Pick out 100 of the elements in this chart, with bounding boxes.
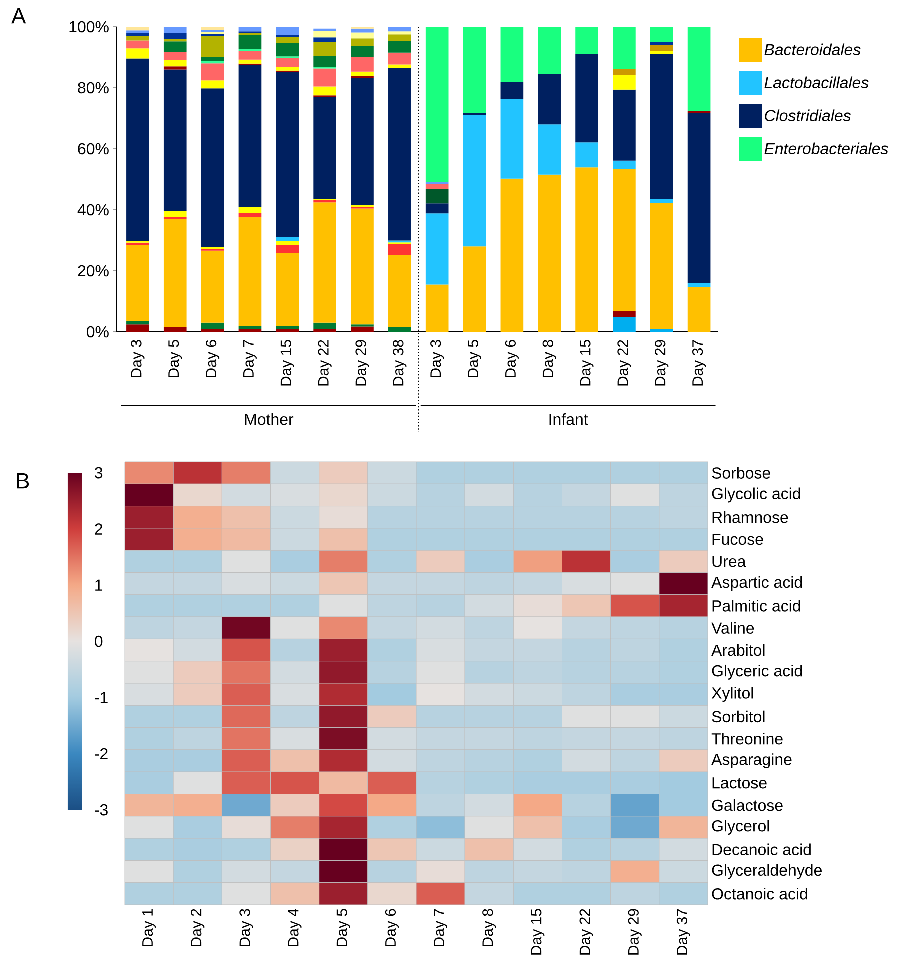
bar: [238, 217, 262, 327]
x-tick-label: Day 22: [618, 340, 632, 386]
y-tick-label: Palmitic acid: [712, 600, 800, 612]
x-tick-label: Day 5: [168, 340, 182, 378]
bar: [351, 28, 374, 33]
bar: [164, 66, 187, 70]
y-tick-label: 80%: [78, 82, 109, 94]
y-tick-label: 60%: [78, 143, 109, 155]
bar: [576, 142, 598, 168]
bar: [388, 244, 412, 256]
y-tick-label: 40%: [78, 204, 109, 216]
bar: [314, 86, 336, 96]
x-tick-label: Day 7: [434, 909, 448, 946]
bar: [201, 61, 224, 64]
bar: [463, 115, 486, 247]
bar: [314, 68, 336, 87]
y-tick-label: Aspartic acid: [712, 576, 802, 592]
bar: [276, 237, 300, 242]
bar: [351, 208, 374, 325]
legend-label: Lactobacillales: [764, 76, 869, 89]
y-tick-label: Decanoic acid: [712, 844, 811, 856]
bar: [388, 64, 412, 68]
bar: [613, 69, 636, 76]
bar: [238, 60, 262, 64]
y-tick-label: Sorbitol: [712, 710, 765, 723]
bar: [238, 65, 262, 208]
color-bar-label: 0: [95, 636, 103, 648]
bar: [576, 26, 598, 54]
bar: [164, 26, 187, 34]
bar: [126, 324, 150, 332]
bar: [276, 72, 300, 238]
bar: [351, 32, 374, 39]
bar: [201, 250, 224, 323]
y-tick-label: Glyceric acid: [712, 664, 802, 680]
bar: [650, 202, 674, 330]
bar: [650, 51, 674, 54]
bar: [351, 78, 374, 206]
color-bar-label: -2: [95, 748, 108, 760]
bar: [314, 30, 336, 38]
bar: [201, 64, 224, 81]
y-tick-label: 20%: [78, 265, 109, 277]
bar: [201, 26, 224, 30]
bar: [276, 326, 300, 330]
bar: [276, 245, 300, 254]
y-tick-label: Octanoic acid: [712, 888, 808, 900]
x-tick-label: Day 7: [244, 340, 257, 378]
bar: [576, 168, 598, 332]
bar: [314, 38, 336, 42]
x-tick-label: Day 15: [531, 909, 545, 955]
x-tick-label: Day 38: [393, 340, 407, 386]
bar: [426, 284, 449, 332]
bar: [688, 287, 711, 332]
bar: [238, 33, 262, 36]
bar: [613, 26, 636, 70]
x-tick-label: Day 29: [356, 340, 370, 386]
bar: [201, 57, 224, 62]
bar: [276, 253, 300, 327]
bar: [126, 30, 150, 34]
bar: [238, 326, 262, 330]
bar: [238, 51, 262, 60]
bar: [388, 327, 412, 332]
bar: [388, 26, 412, 32]
y-tick-label: Urea: [712, 556, 746, 568]
bar: [164, 33, 187, 40]
bar: [164, 42, 187, 52]
bar: [126, 36, 150, 41]
bar: [238, 36, 262, 50]
color-bar-label: 3: [94, 467, 103, 479]
bar: [164, 70, 187, 212]
bar: [276, 241, 300, 246]
bar: [351, 72, 374, 76]
bar: [126, 58, 150, 242]
x-tick-label: Day 2: [191, 909, 205, 946]
bar: [276, 43, 300, 57]
color-bar-label: -3: [95, 804, 108, 816]
x-tick-label: Day 29: [628, 909, 642, 955]
legend-label: Bacteroidales: [764, 44, 861, 56]
y-tick-label: Glycerol: [712, 820, 770, 835]
bar: [201, 322, 224, 330]
bar: [613, 90, 636, 161]
bar: [126, 48, 150, 59]
x-tick-label: Day 1: [142, 909, 156, 946]
bar: [164, 60, 187, 67]
y-tick-label: Galactose: [712, 799, 783, 812]
bar: [238, 213, 262, 218]
bar: [201, 80, 224, 89]
bar: [388, 32, 412, 35]
bar: [426, 214, 449, 285]
bar: [426, 26, 449, 183]
legend-label: Enterobacteriales: [764, 142, 888, 155]
bar: [276, 37, 300, 44]
bar: [650, 54, 674, 200]
x-tick-label: Day 29: [655, 340, 669, 386]
bar: [650, 44, 674, 52]
bar: [276, 66, 300, 71]
x-tick-label: Day 15: [280, 340, 294, 386]
bar: [650, 199, 674, 203]
bar: [388, 52, 412, 65]
bar: [388, 255, 412, 328]
y-tick-label: Valine: [712, 622, 754, 634]
